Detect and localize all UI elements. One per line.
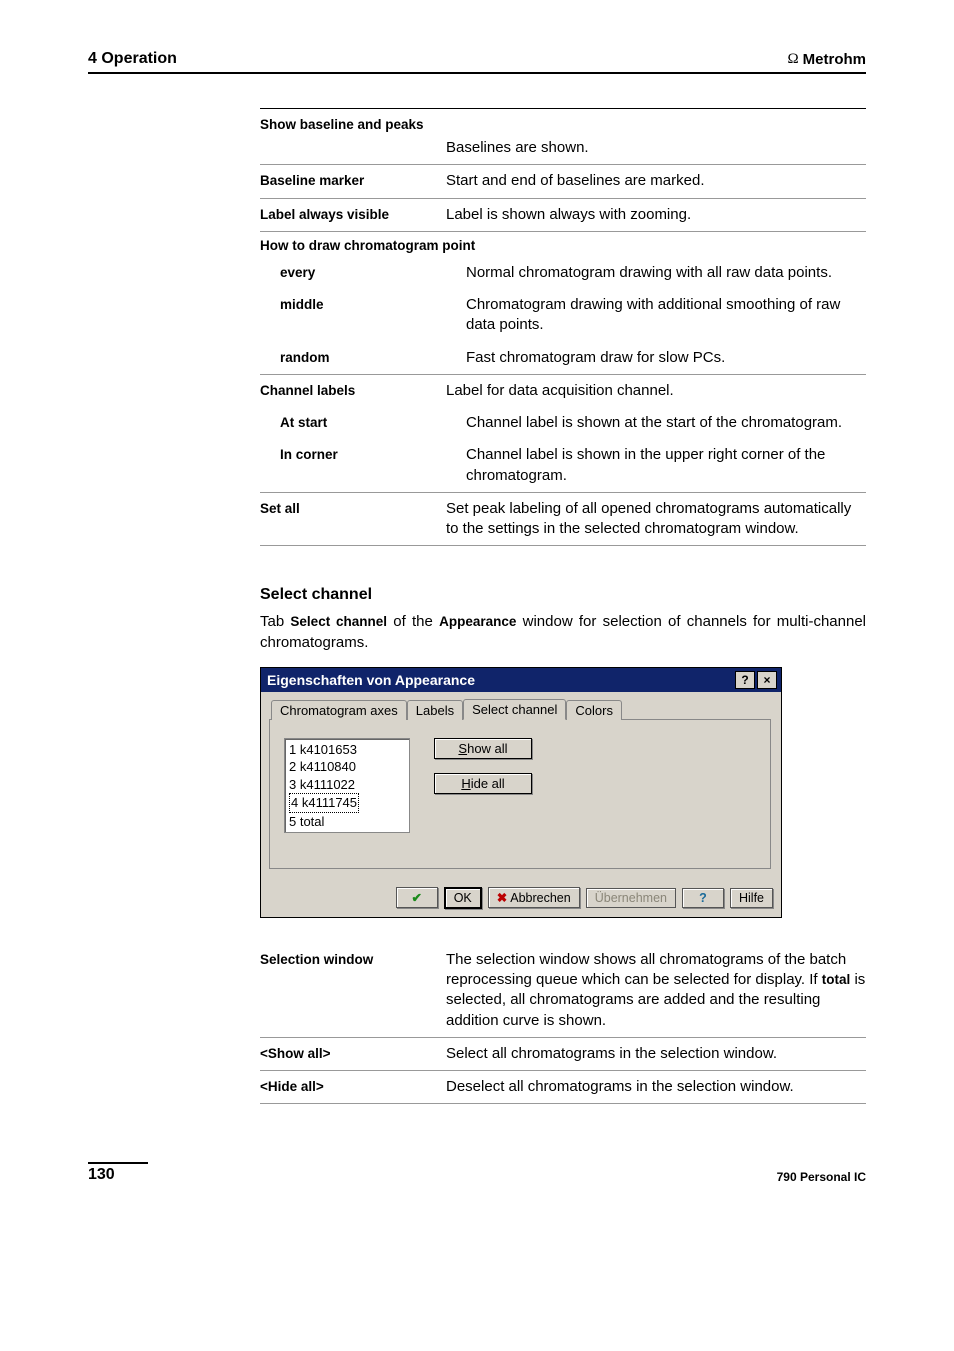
group-heading: Channel labels — [260, 381, 436, 401]
page-header: 4 Operation Ω Metrohm — [88, 50, 866, 74]
ok-button[interactable]: OK — [444, 887, 482, 909]
def-desc — [446, 115, 866, 132]
def-desc: Channel label is shown in the upper righ… — [466, 445, 866, 486]
appearance-dialog: Eigenschaften von Appearance ? × Chromat… — [260, 667, 782, 918]
definition-table-bottom: Selection window The selection window sh… — [260, 944, 866, 1105]
def-desc: Start and end of baselines are marked. — [446, 171, 866, 191]
btn-text: ide all — [471, 776, 505, 791]
def-label: Selection window — [260, 950, 436, 1031]
section-heading: Select channel — [260, 586, 866, 604]
def-desc: Fast chromatogram draw for slow PCs. — [466, 348, 866, 368]
dialog-close-button[interactable]: × — [757, 671, 777, 689]
help-icon-button[interactable]: ? — [682, 888, 724, 908]
question-icon: ? — [699, 891, 707, 905]
tab-labels[interactable]: Labels — [407, 700, 463, 720]
tab-chromatogram-axes[interactable]: Chromatogram axes — [271, 700, 407, 720]
def-label: <Hide all> — [260, 1077, 436, 1097]
def-desc: Channel label is shown at the start of t… — [466, 413, 866, 433]
tab-row: Chromatogram axes Labels Select channel … — [271, 698, 771, 719]
tab-panel: 1 k4101653 2 k4110840 3 k4111022 4 k4111… — [269, 719, 771, 869]
confirm-icon-button[interactable]: ✔ — [396, 887, 438, 908]
def-desc: Set peak labeling of all opened chromato… — [446, 499, 866, 540]
def-desc: Normal chromatogram drawing with all raw… — [466, 263, 866, 283]
list-item[interactable]: 1 k4101653 — [289, 741, 405, 759]
section-label: 4 Operation — [88, 50, 177, 68]
group-heading: How to draw chromatogram point — [260, 232, 866, 257]
page-footer: 130 790 Personal IC — [88, 1162, 866, 1184]
list-item-focused[interactable]: 4 k4111745 — [289, 793, 359, 813]
help-button[interactable]: Hilfe — [730, 888, 773, 908]
btn-text: how all — [467, 741, 507, 756]
def-label: every — [260, 263, 456, 283]
tab-colors[interactable]: Colors — [566, 700, 622, 720]
dialog-title: Eigenschaften von Appearance — [267, 672, 475, 688]
section-paragraph: Tab Select channel of the Appearance win… — [260, 612, 866, 653]
list-item[interactable]: 5 total — [289, 813, 405, 831]
hide-all-button[interactable]: Hide all — [434, 773, 532, 794]
def-label: In corner — [260, 445, 456, 486]
mnemonic: H — [461, 776, 470, 791]
close-icon: ✖ — [497, 890, 507, 905]
para-bold: Appearance — [439, 614, 516, 629]
show-all-button[interactable]: Show all — [434, 738, 532, 759]
def-label: <Show all> — [260, 1044, 436, 1064]
def-label-empty — [260, 138, 436, 158]
dialog-titlebar[interactable]: Eigenschaften von Appearance ? × — [261, 668, 781, 692]
def-label: Show baseline and peaks — [260, 115, 436, 132]
def-label: Baseline marker — [260, 171, 436, 191]
def-label: Label always visible — [260, 205, 436, 225]
channel-listbox[interactable]: 1 k4101653 2 k4110840 3 k4111022 4 k4111… — [284, 738, 410, 834]
def-desc: Chromatogram drawing with additional smo… — [466, 295, 866, 336]
tab-select-channel[interactable]: Select channel — [463, 699, 566, 720]
cancel-button[interactable]: ✖Abbrechen — [488, 887, 580, 908]
para-text: Tab — [260, 613, 290, 630]
desc-bold: total — [822, 972, 851, 987]
def-desc: The selection window shows all chromatog… — [446, 950, 866, 1031]
def-desc: Deselect all chromatograms in the select… — [446, 1077, 866, 1097]
def-desc: Label is shown always with zooming. — [446, 205, 866, 225]
check-icon: ✔ — [411, 890, 421, 905]
def-desc: Select all chromatograms in the selectio… — [446, 1044, 866, 1064]
dialog-help-button[interactable]: ? — [735, 671, 755, 689]
page-number: 130 — [88, 1162, 148, 1184]
btn-text: Abbrechen — [510, 891, 570, 905]
apply-button[interactable]: Übernehmen — [586, 888, 676, 908]
product-label: 790 Personal IC — [777, 1170, 866, 1184]
def-desc: Baselines are shown. — [446, 138, 866, 158]
def-label: middle — [260, 295, 456, 336]
def-label: At start — [260, 413, 456, 433]
para-bold: Select channel — [290, 614, 387, 629]
list-item[interactable]: 2 k4110840 — [289, 758, 405, 776]
list-item[interactable]: 4 k4111745 — [289, 793, 405, 813]
mnemonic: S — [458, 741, 467, 756]
omega-icon: Ω — [788, 51, 799, 68]
list-item[interactable]: 3 k4111022 — [289, 776, 405, 794]
definition-table-top: Show baseline and peaks Baselines are sh… — [260, 108, 866, 546]
desc-text: The selection window shows all chromatog… — [446, 951, 846, 988]
brand-label: Ω Metrohm — [788, 51, 867, 68]
para-text: of the — [387, 613, 439, 630]
def-label: random — [260, 348, 456, 368]
def-label: Set all — [260, 499, 436, 540]
brand-text: Metrohm — [803, 51, 866, 68]
dialog-button-row: ✔ OK ✖Abbrechen Übernehmen ? Hilfe — [261, 879, 781, 917]
def-desc: Label for data acquisition channel. — [446, 381, 866, 401]
